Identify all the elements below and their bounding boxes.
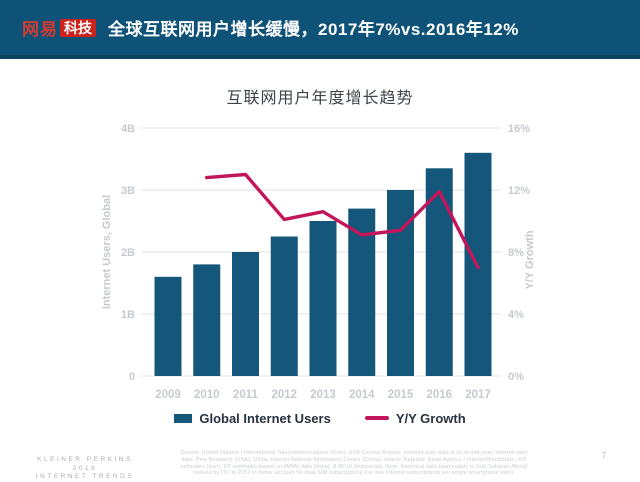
x-label-2009: 2009 [155,389,181,401]
svg-text:4B: 4B [121,123,135,135]
source-note: Source: United Nations / International T… [158,450,550,477]
logo-netease-text: 网易 [22,20,58,39]
source-line: estimates (Iran), KP estimates based on … [180,463,528,470]
bar-2012 [270,236,298,376]
header-bar: 网易 科技 全球互联网用户增长缓慢，2017年7%vs.2016年12% [0,0,640,59]
page-title: 全球互联网用户增长缓慢，2017年7%vs.2016年12% [108,20,519,39]
x-label-2017: 2017 [465,389,491,401]
svg-text:12%: 12% [508,185,530,197]
x-label-2015: 2015 [388,389,414,401]
growth-line [205,172,480,270]
right-axis-title: Y/Y Growth [524,230,536,289]
logo-tech-badge: 科技 [60,18,96,37]
bar-series-swatch [174,413,193,423]
left-axis-title: Internet Users, Global [101,195,113,309]
netease-tech-logo: 网易 科技 [22,15,96,40]
bar-2015 [387,190,414,376]
source-line: revised by ITU in 2017 to better account… [193,470,515,477]
svg-text:3B: 3B [121,185,135,197]
svg-text:16%: 16% [508,123,530,135]
chart-legend: Global Internet Users Y/Y Growth [0,409,640,427]
svg-text:8%: 8% [508,247,524,259]
brand-line: INTERNET TRENDS [35,473,135,480]
brand-line: 2018 [72,464,98,472]
line-series-swatch [364,416,389,420]
legend-label-line: Y/Y Growth [395,410,466,426]
x-label-2013: 2013 [310,389,336,401]
brand-line: KLEINER PERKINS [37,456,133,463]
source-line: Source: United Nations / International T… [180,450,528,456]
kleiner-perkins-brand: KLEINER PERKINS 2018 INTERNET TRENDS [14,456,156,482]
source-line: data: Pew Research (USA), China Internet… [181,456,527,463]
page-number: 7 [601,451,607,460]
bar-2013 [309,221,337,376]
x-label-2012: 2012 [271,389,297,401]
chart-title: 互联网用户年度增长趋势 [226,90,414,107]
bar-2009 [154,276,182,376]
svg-text:4%: 4% [508,309,524,321]
x-label-2016: 2016 [426,389,452,401]
x-label-2014: 2014 [349,389,375,401]
legend-item-line-series: Y/Y Growth [364,410,466,426]
bar-2011 [232,252,259,376]
legend-item-bar-series: Global Internet Users [174,410,331,426]
chart-svg: 0 0% 1B 4% 2B 8% 3B 12% 4B 16% 2009 2010 2011 2012 201… [101,123,536,401]
svg-text:0: 0 [129,371,135,383]
legend-label-bar: Global Internet Users [199,410,331,426]
x-label-2011: 2011 [233,389,259,401]
svg-text:1B: 1B [121,309,135,321]
bar-2010 [193,264,221,376]
x-label-2010: 2010 [194,389,220,401]
svg-text:2B: 2B [121,247,135,259]
svg-text:0%: 0% [508,371,524,383]
